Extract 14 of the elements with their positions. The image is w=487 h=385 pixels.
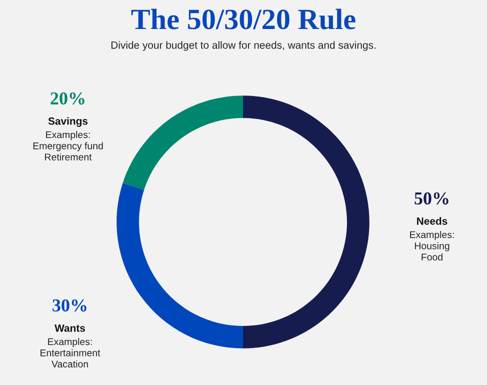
donut-slice — [116, 182, 243, 348]
text: Examples: Emergency fund Retirement — [33, 131, 103, 160]
donut-slice — [122, 96, 243, 190]
slice-label: Wants — [54, 324, 86, 332]
slice-label: Needs — [417, 217, 448, 225]
data-label: 30% — [52, 299, 86, 312]
data-label: 20% — [50, 92, 84, 105]
data-label: 50% — [414, 192, 448, 205]
donut-slice — [243, 96, 370, 348]
chart-subtitle: Divide your budget to allow for needs, wants and savings. — [111, 41, 376, 51]
text: Examples: Housing Food — [410, 231, 454, 260]
chart-title: The 50/30/20 Rule — [131, 8, 356, 30]
text: Examples: Entertainment Vacation — [40, 338, 100, 368]
slice-label: Savings — [48, 117, 88, 127]
